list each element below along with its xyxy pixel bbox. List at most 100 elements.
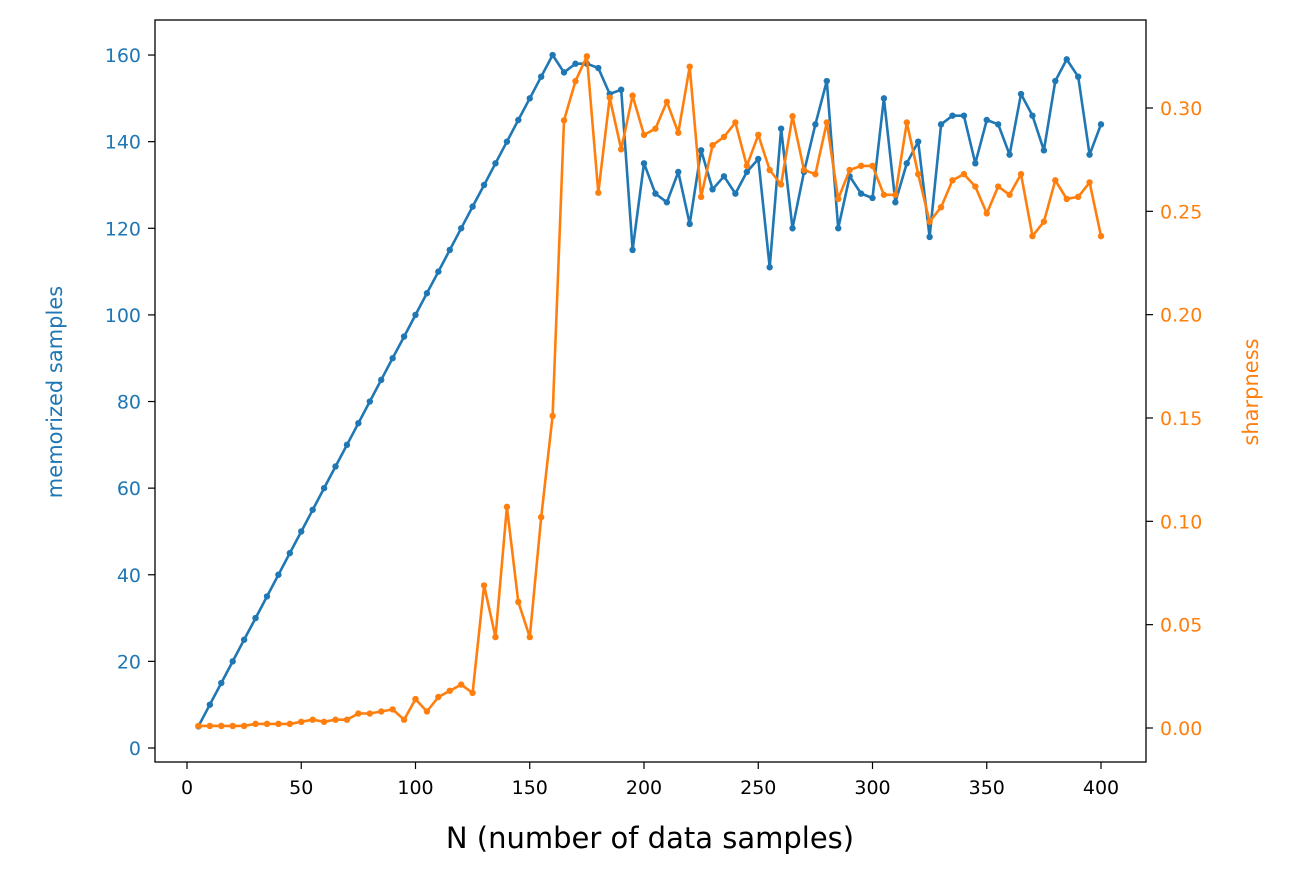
data-point [240,636,248,643]
left-y-tick-label: 80 [117,392,141,414]
data-point [1052,177,1059,184]
data-point [640,160,648,167]
data-point [823,77,830,85]
data-point [343,441,351,449]
data-point [1040,218,1048,225]
data-point [709,186,716,193]
left-y-tick-label: 160 [105,45,141,67]
data-point [1040,147,1048,154]
data-point [275,571,282,578]
data-point [697,147,705,154]
data-point [857,190,865,197]
data-point [777,181,785,188]
data-point [652,190,659,197]
data-point [435,693,442,701]
data-point [720,173,728,180]
data-point [835,195,842,203]
data-point [389,706,396,713]
data-point [732,119,739,126]
data-point [286,720,294,728]
data-point [218,679,225,687]
data-point [263,720,271,728]
data-point [892,199,899,206]
data-point [1097,232,1105,240]
data-point [537,73,545,80]
data-point [423,708,431,715]
data-point [480,181,488,189]
x-tick-label: 100 [397,777,433,799]
data-point [400,716,408,723]
data-point [926,218,933,225]
data-point [320,484,328,492]
data-point [766,264,773,271]
data-point [972,160,979,167]
data-point [595,64,602,72]
data-point [732,190,739,197]
data-point [366,710,373,717]
data-point [503,503,511,511]
data-point [1086,151,1093,158]
data-point [229,658,236,665]
data-point [595,189,602,196]
data-point [937,121,945,128]
data-point [1074,73,1082,80]
x-tick-label: 250 [740,777,776,799]
data-point [583,53,591,60]
data-point [675,129,682,136]
data-point [263,593,271,600]
data-point [355,419,362,427]
data-point [206,722,214,730]
x-tick-label: 0 [181,777,193,799]
left-y-tick-label: 140 [105,132,141,154]
data-point [378,376,385,384]
data-point [400,333,408,340]
data-point [846,166,853,174]
data-point [412,311,419,319]
data-point [492,633,499,641]
data-point [560,69,568,76]
data-point [458,681,465,688]
data-point [755,131,762,139]
data-point [983,116,990,124]
data-point [994,121,1002,128]
right-y-tick-label: 0.20 [1160,305,1202,327]
data-point [435,268,442,275]
data-point [972,183,979,190]
data-point [629,246,636,254]
data-point [218,722,225,730]
data-point [1006,151,1013,158]
data-point [880,95,888,102]
data-point [1063,195,1070,203]
plot-frame [154,19,1147,763]
right-y-tick-label: 0.00 [1160,718,1202,740]
data-point [960,170,968,178]
data-point [789,225,796,232]
data-point [949,112,956,119]
data-point [606,94,613,101]
data-point [515,598,522,606]
x-tick-label: 350 [969,777,1005,799]
left-y-tick-label: 100 [105,305,141,327]
data-point [686,220,693,228]
left-y-tick-label: 60 [117,478,141,500]
data-point [412,695,419,703]
data-point [503,138,511,145]
data-point [560,117,568,124]
data-point [937,203,945,211]
x-tick-label: 400 [1083,777,1119,799]
data-point [869,162,876,170]
data-point [195,722,202,730]
data-point [800,166,808,174]
left-y-tick-label: 40 [117,565,141,587]
right-y-tick-label: 0.25 [1160,201,1202,223]
data-point [1029,112,1036,119]
right-y-tick-label: 0.30 [1160,98,1202,120]
data-point [252,614,259,622]
data-point [686,63,693,70]
data-point [1017,170,1025,178]
data-point [572,60,579,67]
data-point [823,119,830,126]
data-point [332,716,339,723]
data-point [240,722,248,730]
